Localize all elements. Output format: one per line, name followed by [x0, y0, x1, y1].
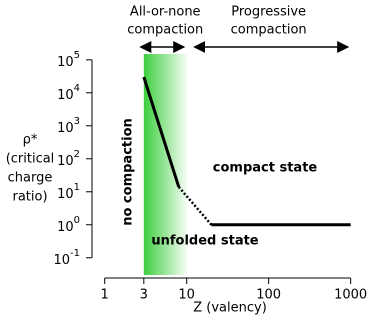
region-label: All-or-none — [130, 5, 201, 20]
data-line — [177, 186, 213, 226]
y-tick-base: 10 — [57, 54, 74, 69]
x-tick-label: 3 — [140, 288, 148, 303]
y-tick-exponent: 5 — [74, 50, 80, 61]
y-tick-label: 105 — [57, 50, 80, 70]
region-label: Progressive — [231, 5, 306, 20]
y-tick-base: 10 — [57, 186, 74, 201]
y-tick-label: 102 — [57, 149, 80, 169]
annotation: unfolded state — [151, 234, 258, 249]
y-tick-base: 10 — [57, 87, 74, 102]
y-axis-label: charge — [8, 171, 53, 186]
x-tick-label: 10 — [178, 288, 195, 303]
y-tick-exponent: 0 — [74, 215, 80, 226]
y-tick-label: 104 — [57, 83, 80, 103]
x-tick-label: 1000 — [334, 288, 367, 303]
x-tick-label: 1 — [101, 288, 109, 303]
x-tick-label: 100 — [256, 288, 281, 303]
y-tick-exponent: 3 — [74, 116, 80, 127]
y-tick-base: 10 — [57, 120, 74, 135]
all-or-none-band — [143, 54, 187, 275]
y-tick-exponent: 4 — [74, 83, 80, 94]
annotation: compact state — [213, 161, 318, 176]
data-line — [142, 76, 181, 188]
y-tick-label: 100 — [57, 215, 80, 235]
y-tick-exponent: 1 — [74, 182, 80, 193]
y-tick-label: 101 — [57, 182, 80, 202]
y-tick-base: 10 — [57, 153, 74, 168]
y-axis-label: ρ* — [23, 133, 38, 148]
y-tick-label: 10-1 — [53, 248, 80, 268]
y-axis-label: ratio) — [12, 190, 47, 205]
y-tick-exponent: -1 — [70, 248, 80, 259]
y-axis-label: (critical — [6, 152, 55, 167]
x-axis-label: Z (valency) — [193, 301, 267, 316]
y-tick-label: 103 — [57, 116, 80, 136]
y-tick-base: 10 — [57, 219, 74, 234]
y-tick-base: 10 — [53, 252, 70, 267]
region-label: compaction — [231, 23, 307, 38]
y-tick-exponent: 2 — [74, 149, 80, 160]
annotation: no compaction — [121, 118, 136, 226]
region-label: compaction — [127, 23, 203, 38]
